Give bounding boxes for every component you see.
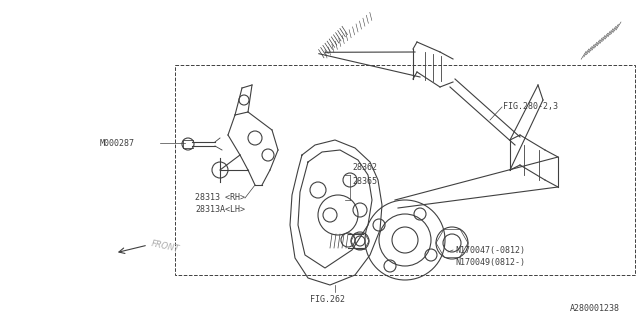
Text: FRONT: FRONT <box>150 240 180 254</box>
Text: M000287: M000287 <box>100 139 135 148</box>
Text: A280001238: A280001238 <box>570 304 620 313</box>
Text: N170049(0812-): N170049(0812-) <box>455 258 525 267</box>
Text: N170047(-0812): N170047(-0812) <box>455 245 525 254</box>
Text: FIG.262: FIG.262 <box>310 295 345 304</box>
Text: 28362: 28362 <box>352 164 377 172</box>
Text: 28313A<LH>: 28313A<LH> <box>195 205 245 214</box>
Text: FIG.280-2,3: FIG.280-2,3 <box>503 102 558 111</box>
Text: 28313 <RH>: 28313 <RH> <box>195 194 245 203</box>
Text: 28365: 28365 <box>352 178 377 187</box>
